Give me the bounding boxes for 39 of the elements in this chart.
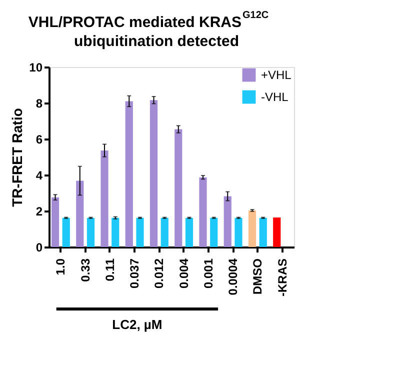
bar [185,218,194,247]
y-tick-label: 10 [29,60,43,74]
x-tick-label: -KRAS [275,258,290,296]
y-tick-label: 6 [36,132,43,146]
bar [210,218,218,247]
bar [259,218,267,247]
bar [248,210,256,247]
bar [100,150,108,247]
x-tick-label: 0.037 [128,258,142,289]
legend-label: -VHL [261,90,289,104]
bar [51,197,60,247]
bar [62,218,70,247]
bar [174,129,182,247]
y-axis-title: TR-FRET Ratio [9,108,26,207]
x-tick-label: 0.11 [102,258,117,282]
bar [76,180,84,247]
y-tick-label: 0 [36,240,43,254]
y-tick-label: 2 [36,204,43,218]
bar [224,196,232,247]
bar [125,101,133,247]
bar [273,217,281,247]
bar [112,218,120,247]
bar [199,177,207,247]
bar [150,100,158,247]
text: LC2, µM [112,317,162,332]
x-tick-label: 0.001 [201,258,216,289]
legend-label: +VHL [261,68,292,82]
bar [234,218,242,247]
y-tick-label: 4 [36,168,43,182]
x-tick-label: 1.0 [54,258,68,276]
x-tick-label: DMSO [250,258,265,294]
bar [136,218,144,247]
x-tick-label: 0.004 [176,258,191,289]
y-tick-label: 8 [36,96,43,110]
x-tick-label: 0.012 [152,258,166,289]
x-tick-label: 0.33 [78,258,92,282]
bar [160,218,168,247]
x-tick-label: 0.0004 [226,258,240,296]
bar [86,218,95,247]
